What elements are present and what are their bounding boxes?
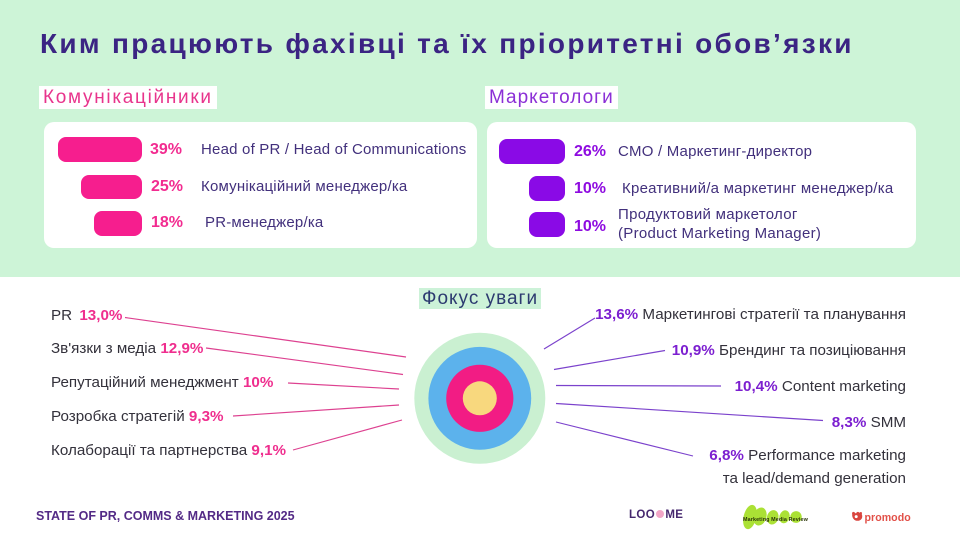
svg-text:Marketing Media Review: Marketing Media Review (743, 517, 809, 523)
svg-text:promodo: promodo (865, 512, 912, 524)
